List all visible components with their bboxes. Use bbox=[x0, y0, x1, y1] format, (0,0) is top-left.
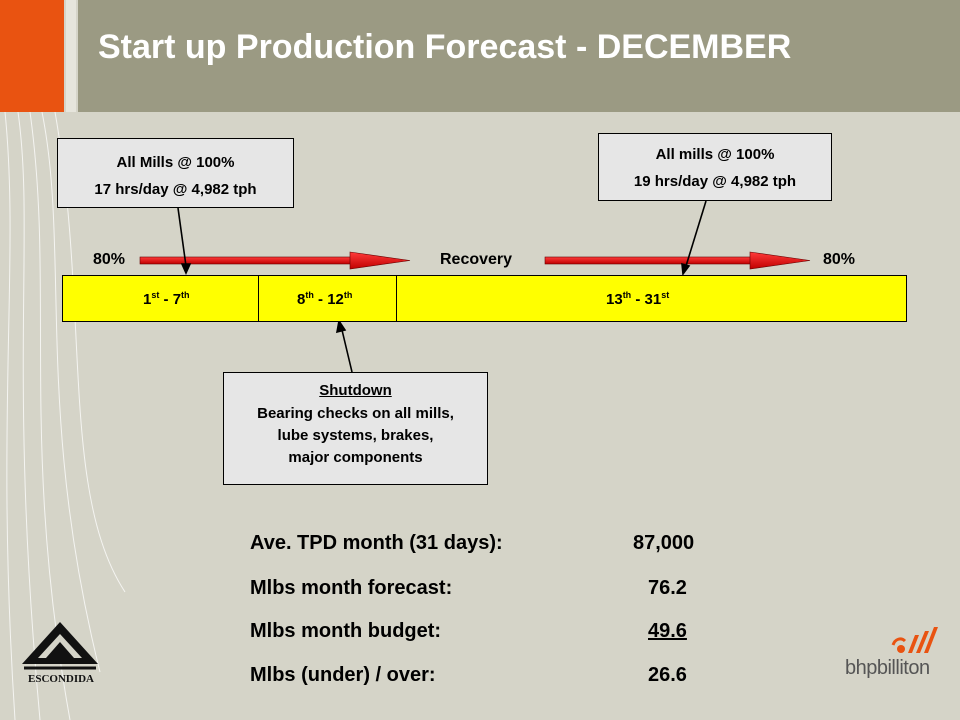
slide-title: Start up Production Forecast - DECEMBER bbox=[98, 28, 792, 66]
pointer-line-right bbox=[685, 200, 707, 267]
shutdown-line3: major components bbox=[288, 449, 423, 466]
callout-startup-line2: 17 hrs/day @ 4,982 tph bbox=[94, 181, 257, 198]
start-percentage: 80% bbox=[93, 251, 126, 268]
bhp-logo-text: bhpbilliton bbox=[845, 657, 930, 679]
callout-recovery: All mills @ 100% 19 hrs/day @ 4,982 tph bbox=[598, 133, 832, 201]
stat-value: 49.6 bbox=[648, 620, 687, 642]
callout-recovery-line2: 19 hrs/day @ 4,982 tph bbox=[633, 173, 797, 190]
segment-label-3: 13th - 31st bbox=[606, 290, 670, 308]
header-stripe bbox=[66, 0, 76, 112]
timeline-bar bbox=[62, 275, 907, 322]
timeline-divider bbox=[258, 275, 259, 322]
timeline-divider bbox=[396, 275, 397, 322]
stat-value: 76.2 bbox=[648, 577, 687, 599]
shutdown-title: Shutdown bbox=[319, 382, 392, 399]
stat-label: Mlbs month forecast: bbox=[250, 577, 453, 599]
shutdown-line1: Bearing checks on all mills, bbox=[257, 405, 454, 422]
svg-text:ESCONDIDA: ESCONDIDA bbox=[28, 673, 94, 685]
recovery-label: Recovery bbox=[440, 251, 513, 268]
end-percentage: 80% bbox=[823, 251, 856, 268]
segment-label-2: 8th - 12th bbox=[297, 290, 353, 308]
segment-label-1: 1st - 7th bbox=[143, 290, 190, 308]
stat-label: Ave. TPD month (31 days): bbox=[250, 532, 503, 554]
orange-accent-bar bbox=[0, 0, 64, 112]
callout-startup-line1: All Mills @ 100% bbox=[116, 154, 235, 171]
pointer-line-left bbox=[177, 207, 187, 267]
shutdown-line2: lube systems, brakes, bbox=[277, 427, 434, 444]
pointer-head-right bbox=[681, 262, 691, 277]
bhp-logo-mark bbox=[891, 627, 938, 653]
pointer-head-left bbox=[180, 263, 192, 275]
stat-value: 87,000 bbox=[633, 532, 695, 554]
pointer-line-shutdown bbox=[341, 329, 353, 373]
stat-value: 26.6 bbox=[648, 664, 687, 686]
stat-label: Mlbs month budget: bbox=[250, 620, 442, 642]
arrow-right-icon bbox=[139, 251, 411, 270]
callout-recovery-line1: All mills @ 100% bbox=[655, 146, 775, 163]
pointer-head-shutdown bbox=[335, 318, 347, 334]
stat-label: Mlbs (under) / over: bbox=[250, 664, 436, 686]
callout-shutdown: Shutdown Bearing checks on all mills, lu… bbox=[223, 372, 488, 485]
arrow-right-icon bbox=[544, 251, 811, 270]
callout-startup: All Mills @ 100% 17 hrs/day @ 4,982 tph bbox=[57, 138, 294, 208]
escondida-logo: ESCONDIDA bbox=[22, 622, 98, 685]
title-banner bbox=[78, 0, 960, 112]
